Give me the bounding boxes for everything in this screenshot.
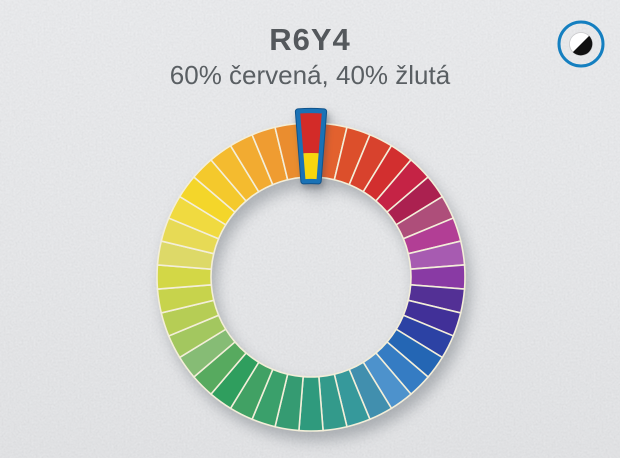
selected-segment-yellow-band xyxy=(301,152,321,182)
selected-segment[interactable] xyxy=(294,107,328,185)
page-subtitle: 60% červená, 40% žlutá xyxy=(169,59,451,90)
page-title: R6Y4 xyxy=(269,22,351,57)
selected-segment-border xyxy=(295,108,327,184)
half-filled-circle-icon xyxy=(557,20,605,68)
selected-segment-red-band xyxy=(297,110,325,154)
contrast-toggle-button[interactable] xyxy=(555,18,607,70)
header: R6Y4 60% červená, 40% žlutá xyxy=(0,22,620,91)
